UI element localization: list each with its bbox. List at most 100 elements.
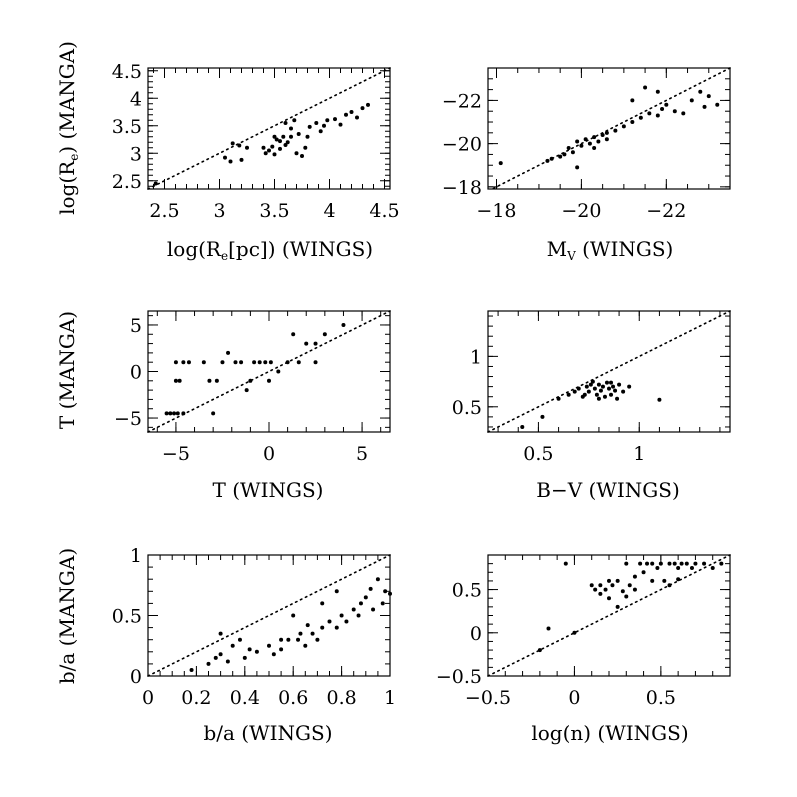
x-tick-label: 0: [263, 443, 275, 465]
data-point: [341, 322, 346, 327]
data-point: [371, 607, 376, 612]
y-tick-label: 0.5: [452, 397, 482, 419]
data-point: [647, 111, 652, 116]
data-point: [181, 360, 186, 365]
data-point: [572, 630, 577, 635]
data-point: [592, 145, 597, 150]
data-point: [325, 118, 330, 123]
data-point: [575, 139, 580, 144]
panel-morphological-type: T (WINGS) T (MANGA) −5 0 5 −5 0 5: [55, 310, 391, 502]
data-point: [218, 631, 223, 636]
data-point: [556, 396, 561, 401]
panel-axis-ratio: b/a (WINGS) b/a (MANGA) 0 0.2 0.4 0.6 0.8 1 0 0…: [55, 545, 396, 745]
data-point: [279, 647, 284, 652]
data-point: [164, 411, 169, 416]
data-point: [351, 607, 356, 612]
data-point: [600, 384, 605, 389]
data-point: [610, 583, 615, 588]
data-point: [566, 145, 571, 150]
data-point: [638, 115, 643, 120]
data-point: [223, 155, 227, 160]
data-point: [285, 140, 290, 145]
data-point: [267, 148, 271, 153]
data-point: [233, 360, 238, 365]
data-point: [318, 129, 323, 134]
data-point: [583, 137, 588, 142]
data-point: [615, 578, 620, 583]
data-point: [575, 165, 580, 170]
panel-effective-radius: log(Re[pc]) (WINGS) log(Re) (MANGA) 2.5 3…: [55, 41, 400, 263]
one-to-one-line: [487, 310, 731, 433]
data-point: [220, 360, 225, 365]
x-tick-label: 3.5: [259, 200, 289, 222]
data-point: [655, 565, 660, 570]
x-tick-label: −18: [476, 200, 516, 222]
x-axis-label: T (WINGS): [213, 478, 324, 502]
data-point: [286, 637, 291, 642]
y-tick-label: 0: [470, 623, 482, 645]
data-point: [627, 384, 632, 389]
x-tick-label: 0.4: [230, 687, 260, 709]
one-to-one-line: [147, 554, 391, 677]
data-point: [270, 144, 275, 149]
data-point: [689, 98, 694, 103]
data-point: [706, 94, 711, 99]
data-point: [594, 392, 599, 397]
panel-color-b-v: B−V (WINGS) 0.5 1 0.5 1: [452, 310, 731, 502]
data-point: [596, 139, 601, 144]
data-point: [289, 134, 293, 139]
data-point: [175, 411, 180, 416]
data-point: [230, 643, 235, 648]
data-point: [291, 613, 296, 618]
x-axis-label: b/a (WINGS): [203, 721, 332, 745]
data-point: [186, 360, 191, 365]
y-tick-label: 4: [130, 88, 142, 110]
data-point: [596, 396, 601, 401]
data-point: [558, 154, 563, 159]
data-point: [590, 379, 595, 384]
data-point: [380, 601, 385, 606]
plot-frame: [147, 67, 391, 190]
x-tick-label: 1: [384, 687, 396, 709]
data-point: [604, 380, 609, 385]
data-point: [305, 623, 310, 628]
data-point: [375, 577, 380, 582]
data-point: [598, 388, 603, 393]
data-point: [214, 378, 219, 383]
data-point: [218, 652, 223, 657]
data-point: [632, 587, 637, 592]
x-axis-label: log(Re[pc]) (WINGS): [167, 237, 373, 263]
data-point: [540, 414, 545, 419]
data-point: [257, 360, 262, 365]
data-point: [278, 139, 282, 144]
data-point: [303, 145, 308, 150]
data-point: [587, 141, 592, 146]
data-point: [189, 667, 194, 672]
y-tick-label: −5: [114, 408, 142, 430]
data-point: [237, 143, 242, 148]
y-tick-label: −0.5: [436, 666, 482, 688]
data-point: [602, 394, 607, 399]
data-point: [645, 561, 650, 566]
data-point: [344, 112, 348, 117]
data-point: [520, 424, 525, 429]
x-tick-label: 0.5: [646, 687, 676, 709]
data-point: [667, 583, 672, 588]
data-point: [239, 157, 244, 162]
data-point: [638, 561, 643, 566]
data-point: [603, 587, 608, 592]
data-point: [271, 652, 276, 657]
one-to-one-line: [491, 67, 731, 190]
data-point: [263, 360, 268, 365]
data-point: [320, 601, 325, 606]
data-point: [278, 146, 282, 151]
data-point: [630, 98, 635, 103]
data-point: [358, 601, 363, 606]
y-tick-label: 1: [470, 346, 482, 368]
data-point: [247, 647, 252, 652]
data-point: [334, 625, 339, 630]
y-axis-label: log(Re) (MANGA): [55, 41, 81, 215]
data-point: [322, 123, 326, 128]
x-tick-label: 5: [356, 443, 368, 465]
data-point: [584, 384, 589, 389]
